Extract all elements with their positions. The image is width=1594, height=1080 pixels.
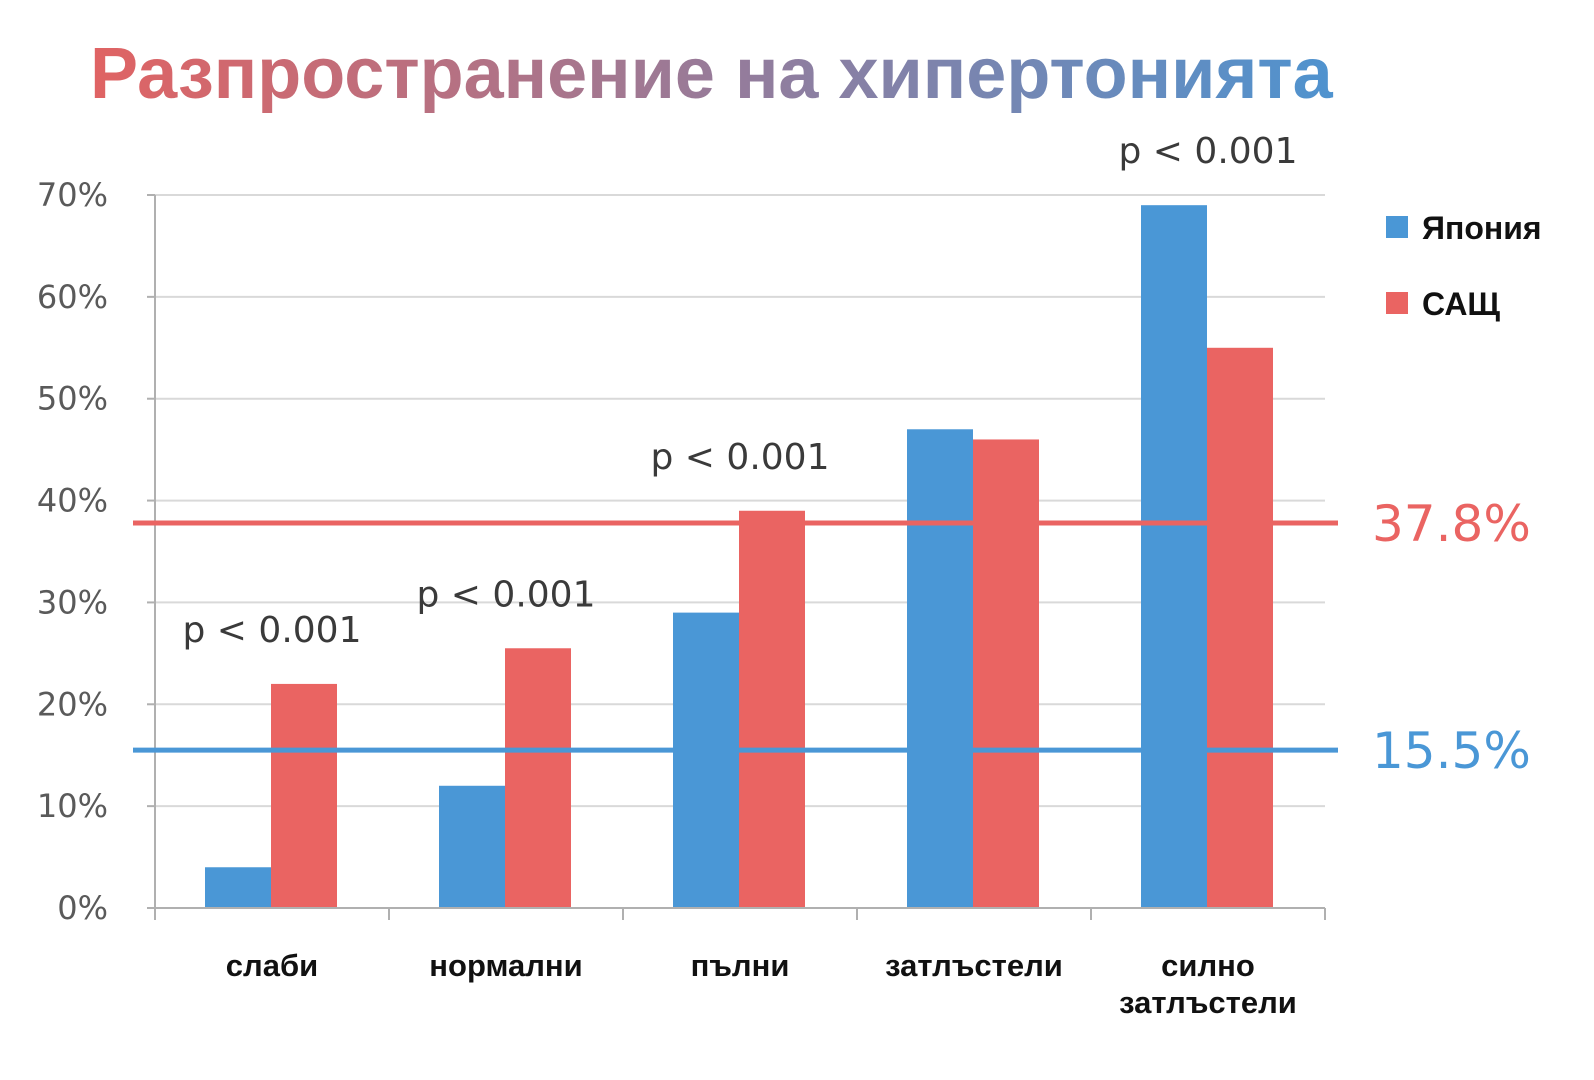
legend-label: Япония (1422, 210, 1542, 246)
category-label: пълни (691, 948, 790, 983)
bar (973, 439, 1039, 908)
y-tick-label: 10% (37, 787, 108, 825)
legend: Япония САЩ (1386, 210, 1542, 322)
y-tick-label: 70% (37, 176, 108, 214)
bar (1207, 347, 1273, 908)
category-label: нормални (429, 948, 582, 983)
page-title: Разпространение на хипертонията (0, 28, 1594, 118)
bar (439, 785, 505, 908)
p-value-label: p < 0.001 (1119, 131, 1298, 172)
bars (205, 205, 1273, 908)
bar (739, 510, 805, 908)
category-label: силно (1161, 948, 1255, 983)
y-tick-label: 60% (37, 278, 108, 316)
y-tick-label: 30% (37, 583, 108, 621)
bar (271, 683, 337, 908)
y-tick-label: 40% (37, 482, 108, 520)
page-title-svg: Разпространение на хипертонията (90, 34, 1334, 114)
y-tick-label: 20% (37, 685, 108, 723)
y-tick-label: 0% (57, 889, 108, 927)
reference-lines: 37.8% 15.5% (133, 495, 1531, 780)
p-value-label: p < 0.001 (651, 437, 830, 478)
legend-label: САЩ (1422, 286, 1500, 322)
bar (505, 648, 571, 908)
category-labels: слаби нормални пълни затлъстели силнозатлъст… (226, 948, 1297, 1020)
p-value-label: p < 0.001 (183, 610, 362, 651)
legend-swatch (1386, 292, 1408, 314)
bar (1141, 205, 1207, 908)
category-label: затлъстели (885, 948, 1063, 983)
category-label: слаби (226, 948, 318, 983)
bar (907, 429, 973, 908)
p-value-label: p < 0.001 (417, 574, 596, 615)
bar (673, 612, 739, 908)
bar (205, 867, 271, 908)
y-axis-ticks: 0% 10% 20% 30% 40% 50% 60% 70% (37, 176, 108, 927)
title-text: Разпространение на хипертонията (90, 34, 1334, 114)
reference-line-label: 37.8% (1372, 495, 1531, 553)
y-tick-label: 50% (37, 380, 108, 418)
legend-swatch (1386, 216, 1408, 238)
category-label: затлъстели (1119, 985, 1297, 1020)
p-value-annotations: p < 0.001 p < 0.001 p < 0.001 p < 0.001 (183, 131, 1298, 651)
x-axis (154, 907, 1326, 920)
reference-line-label: 15.5% (1372, 722, 1531, 780)
